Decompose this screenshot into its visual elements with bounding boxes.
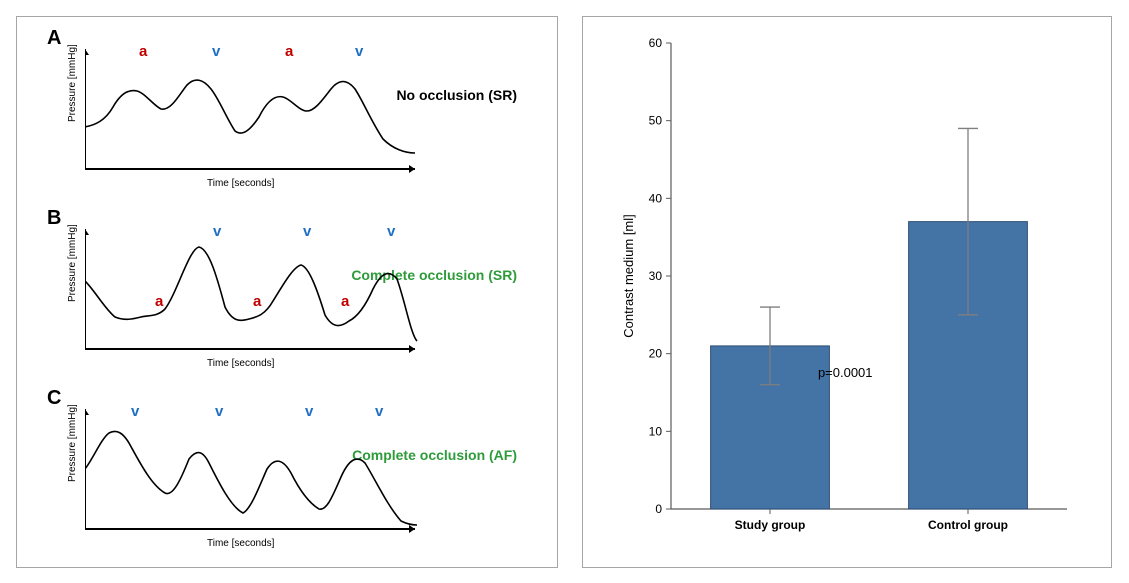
svg-text:0: 0 <box>655 502 662 516</box>
tracing-svg: 02040 <box>85 49 423 177</box>
svg-text:30: 30 <box>649 269 663 283</box>
y-axis-label: Pressure [mmHg] <box>67 44 78 122</box>
wave-annotation-v: v <box>387 223 395 240</box>
tracing-svg: 02040 <box>85 409 423 537</box>
contrast-bar-chart: 0 10 20 30 40 50 60 Contrast medium [ml] Study g… <box>611 29 1081 549</box>
figure-page: APressure [mmHg]Time [seconds]No occlusi… <box>0 0 1129 583</box>
panel-letter: C <box>47 387 61 410</box>
wave-annotation-a: a <box>155 293 163 310</box>
wave-annotation-v: v <box>303 223 311 240</box>
wave-annotation-a: a <box>253 293 261 310</box>
wave-annotation-v: v <box>213 223 221 240</box>
svg-text:50: 50 <box>649 114 663 128</box>
panel-letter: A <box>47 27 61 50</box>
svg-text:10: 10 <box>649 424 663 438</box>
category-label: Study group <box>735 518 806 532</box>
pressure-waveform <box>85 247 417 341</box>
tracing-panel-a: APressure [mmHg]Time [seconds]No occlusi… <box>47 27 527 187</box>
wave-annotation-v: v <box>375 403 383 420</box>
tracing-panel-c: CPressure [mmHg]Time [seconds]Complete o… <box>47 387 527 547</box>
x-axis-label: Time [seconds] <box>207 538 274 549</box>
wave-annotation-a: a <box>285 43 293 60</box>
wave-annotation-v: v <box>215 403 223 420</box>
pressure-waveform <box>85 431 417 525</box>
svg-text:60: 60 <box>649 36 663 50</box>
tracings-panel: APressure [mmHg]Time [seconds]No occlusi… <box>16 16 558 568</box>
pressure-waveform <box>85 80 415 153</box>
wave-annotation-v: v <box>131 403 139 420</box>
category-label: Control group <box>928 518 1008 532</box>
tracing-panel-b: BPressure [mmHg]Time [seconds]Complete o… <box>47 207 527 367</box>
p-value-annotation: p=0.0001 <box>818 365 873 380</box>
barchart-panel: 0 10 20 30 40 50 60 Contrast medium [ml] Study g… <box>582 16 1112 568</box>
y-axis-label: Pressure [mmHg] <box>67 224 78 302</box>
wave-annotation-v: v <box>355 43 363 60</box>
panel-letter: B <box>47 207 61 230</box>
x-axis-label: Time [seconds] <box>207 178 274 189</box>
y-axis-label: Pressure [mmHg] <box>67 404 78 482</box>
wave-annotation-v: v <box>305 403 313 420</box>
svg-text:40: 40 <box>649 191 663 205</box>
svg-text:20: 20 <box>649 347 663 361</box>
x-axis-label: Time [seconds] <box>207 358 274 369</box>
y-axis-label: Contrast medium [ml] <box>621 214 636 338</box>
wave-annotation-v: v <box>212 43 220 60</box>
wave-annotation-a: a <box>139 43 147 60</box>
wave-annotation-a: a <box>341 293 349 310</box>
